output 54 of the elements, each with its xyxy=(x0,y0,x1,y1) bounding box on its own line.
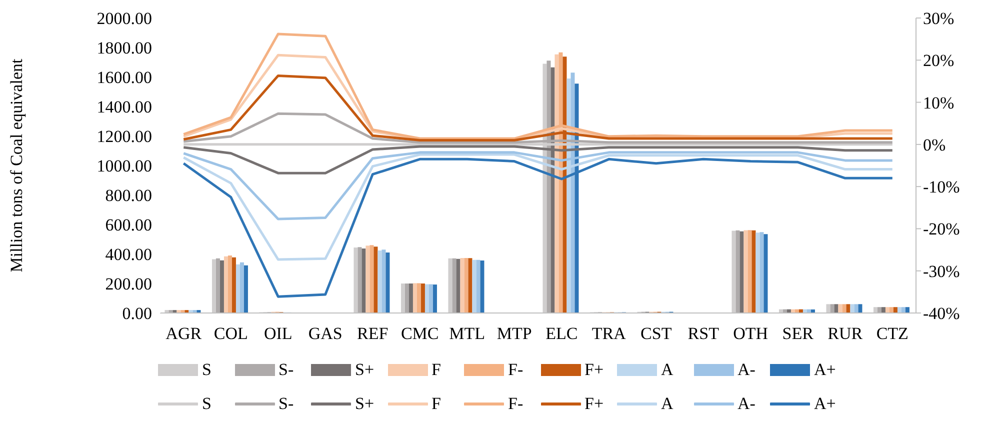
legend-label: A- xyxy=(738,360,756,380)
y-axis-title: Million tons of Coal equivalent xyxy=(7,58,26,272)
y2-tick-label: -30% xyxy=(923,262,960,281)
x-tick-label: RUR xyxy=(828,324,864,344)
legend-label: F+ xyxy=(584,394,604,414)
y-tick-label: 400.00 xyxy=(105,245,152,264)
legend-label: F xyxy=(432,394,441,414)
y-tick-label: 1000.00 xyxy=(96,156,152,176)
legend-label: A xyxy=(661,394,674,414)
x-tick-label: SER xyxy=(782,324,814,344)
x-tick-label: OIL xyxy=(264,324,292,344)
x-tick-label: TRA xyxy=(592,324,627,344)
legend-label: F- xyxy=(508,360,524,380)
legend-label: A xyxy=(661,360,674,380)
legend-label: S+ xyxy=(355,394,374,414)
y2-tick-label: 20% xyxy=(923,51,954,70)
x-tick-label: ELC xyxy=(546,324,578,344)
legend-label: A- xyxy=(738,394,756,414)
x-tick-label: GAS xyxy=(308,324,342,344)
legend-label: F- xyxy=(508,394,524,414)
legend-label: F+ xyxy=(584,360,604,380)
y2-tick-label: 30% xyxy=(923,9,954,28)
legend-label: S+ xyxy=(355,360,374,380)
x-tick-label: REF xyxy=(357,324,388,344)
y-tick-label: 1400.00 xyxy=(96,98,152,117)
x-tick-label: CMC xyxy=(400,324,439,344)
x-tick-label: MTP xyxy=(496,324,532,344)
x-tick-label: RST xyxy=(688,324,720,344)
y2-tick-label: -10% xyxy=(923,178,960,197)
x-tick-label: OTH xyxy=(733,324,768,344)
legend-label: S- xyxy=(278,394,294,414)
y-tick-label: 1600.00 xyxy=(96,68,152,88)
y2-tick-label: -20% xyxy=(923,220,960,239)
y-tick-label: 600.00 xyxy=(105,216,152,235)
x-tick-label: CST xyxy=(640,324,672,344)
x-tick-label: MTL xyxy=(449,324,486,344)
y-tick-label: 1200.00 xyxy=(96,127,152,146)
y-tick-label: 800.00 xyxy=(105,186,152,206)
y-tick-label: 200.00 xyxy=(105,274,152,294)
legend-label: S xyxy=(202,394,212,414)
y2-tick-label: 10% xyxy=(923,93,954,112)
x-tick-label: AGR xyxy=(166,324,202,344)
x-tick-label: COL xyxy=(214,324,248,344)
y2-tick-label: -40% xyxy=(923,304,960,324)
legend-label: S xyxy=(202,360,212,380)
legend-label: S- xyxy=(278,360,294,380)
legend-label: A+ xyxy=(814,360,836,380)
y-tick-label: 2000.00 xyxy=(96,9,152,28)
y2-tick-label: 0% xyxy=(923,135,946,154)
y-tick-label: 1800.00 xyxy=(96,38,152,58)
legend-label: A+ xyxy=(814,394,836,414)
x-tick-label: CTZ xyxy=(876,324,908,344)
y-tick-label: 0.00 xyxy=(122,304,152,324)
legend-label: F xyxy=(432,360,441,380)
